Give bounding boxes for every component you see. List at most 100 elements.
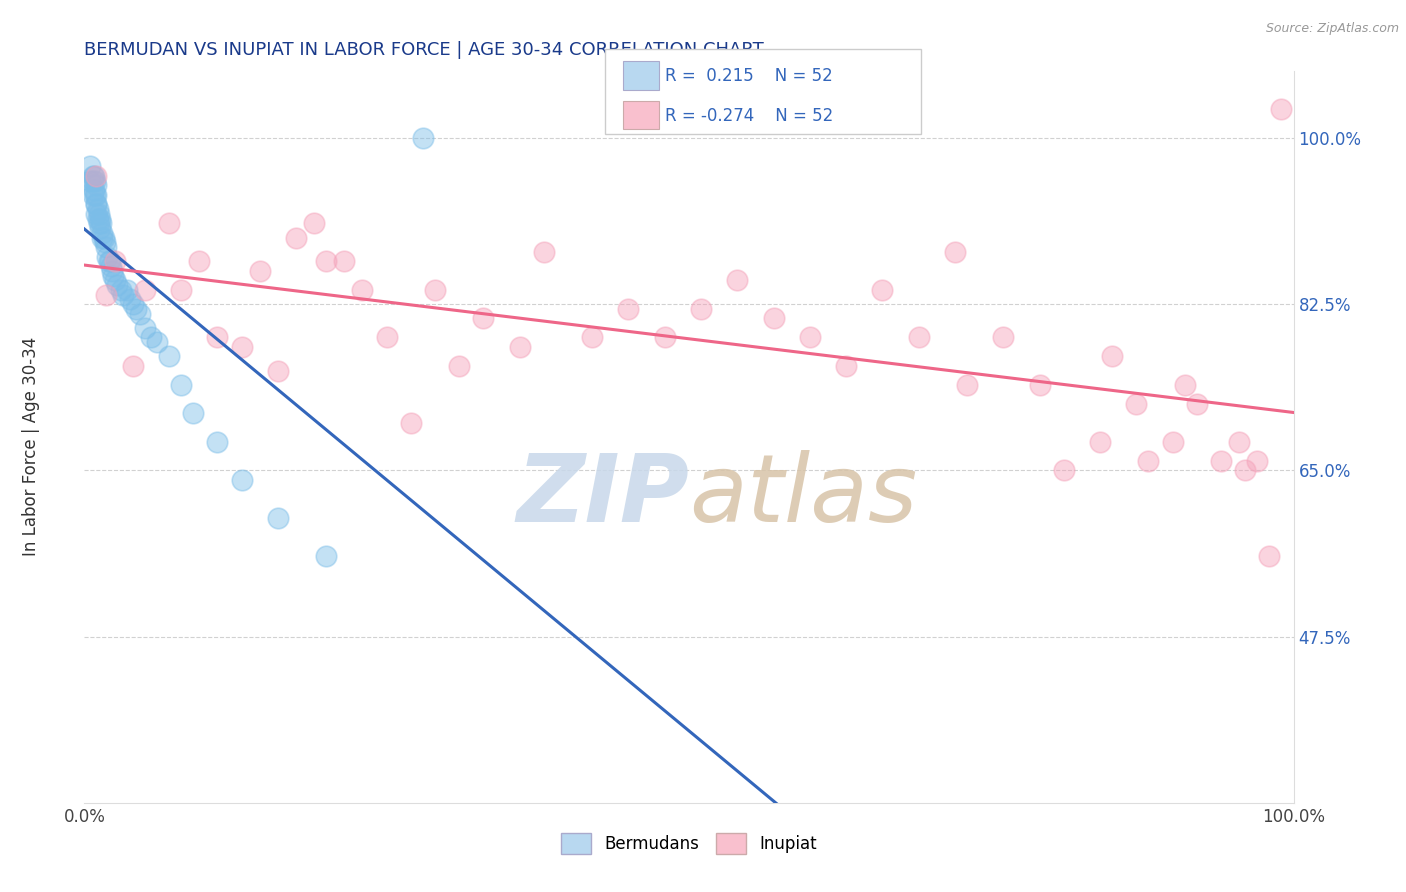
Point [1234,463,1257,477]
Point [533,244,555,259]
Point [79,173,101,187]
Point [231,473,253,487]
Point [412,131,434,145]
Point [1174,377,1197,392]
Point [110,283,132,297]
Point [157,349,180,363]
Point [1209,454,1232,468]
Point [79,159,101,173]
Point [120,293,142,307]
Point [315,549,337,563]
Point [690,301,713,316]
Point [284,230,308,244]
Point [86,178,108,193]
Point [86,202,108,216]
Point [1227,434,1250,449]
Point [83,183,105,197]
Point [399,416,422,430]
Point [115,283,138,297]
Point [94,235,117,250]
Point [94,240,117,254]
Point [86,187,108,202]
Point [157,216,180,230]
Point [89,221,111,235]
Point [249,264,271,278]
Point [267,363,290,377]
Point [91,230,114,244]
Text: atlas: atlas [689,450,917,541]
Point [181,406,204,420]
Point [352,283,374,297]
Point [1185,397,1208,411]
Point [907,330,929,344]
Point [86,197,108,211]
Point [139,330,162,344]
Point [121,297,143,311]
Point [90,216,112,230]
Point [617,301,640,316]
Point [82,173,104,187]
Point [375,330,398,344]
Point [134,321,156,335]
Point [86,207,108,221]
Text: R =  0.215    N = 52: R = 0.215 N = 52 [665,67,832,86]
Point [956,377,979,392]
Point [509,340,531,354]
Point [134,283,156,297]
Point [188,254,211,268]
Point [1101,349,1123,363]
Point [82,187,104,202]
Text: BERMUDAN VS INUPIAT IN LABOR FORCE | AGE 30-34 CORRELATION CHART: BERMUDAN VS INUPIAT IN LABOR FORCE | AGE… [84,41,763,59]
Point [89,211,111,226]
Point [170,377,193,392]
Point [83,169,105,183]
Point [86,169,108,183]
Point [472,311,495,326]
Point [103,268,125,283]
Point [94,287,117,301]
Point [87,207,110,221]
Point [82,169,104,183]
Point [86,197,108,211]
Point [1270,103,1292,117]
Point [96,250,118,264]
Point [581,330,603,344]
Point [125,301,148,316]
Point [105,278,128,293]
Text: In Labor Force | Age 30-34: In Labor Force | Age 30-34 [22,336,39,556]
Point [762,311,785,326]
Point [943,244,966,259]
Text: ZIP: ZIP [516,450,689,541]
Point [1246,454,1268,468]
Point [1161,434,1184,449]
Point [231,340,253,354]
Point [654,330,676,344]
Point [1125,397,1147,411]
Point [170,283,193,297]
Text: R = -0.274    N = 52: R = -0.274 N = 52 [665,107,834,125]
Point [1137,454,1160,468]
Point [1053,463,1076,477]
Point [1258,549,1281,563]
Point [872,283,894,297]
Point [449,359,471,373]
Point [129,307,152,321]
Point [267,511,290,525]
Point [207,330,229,344]
Point [112,287,135,301]
Point [207,434,229,449]
Point [725,273,748,287]
Point [835,359,858,373]
Point [315,254,337,268]
Point [302,216,325,230]
Text: Source: ZipAtlas.com: Source: ZipAtlas.com [1265,22,1399,36]
Point [104,273,127,287]
Point [146,335,169,350]
Point [1088,434,1111,449]
Point [423,283,446,297]
Point [86,211,108,226]
Point [104,254,127,268]
Point [84,187,107,202]
Point [333,254,356,268]
Point [87,216,110,230]
